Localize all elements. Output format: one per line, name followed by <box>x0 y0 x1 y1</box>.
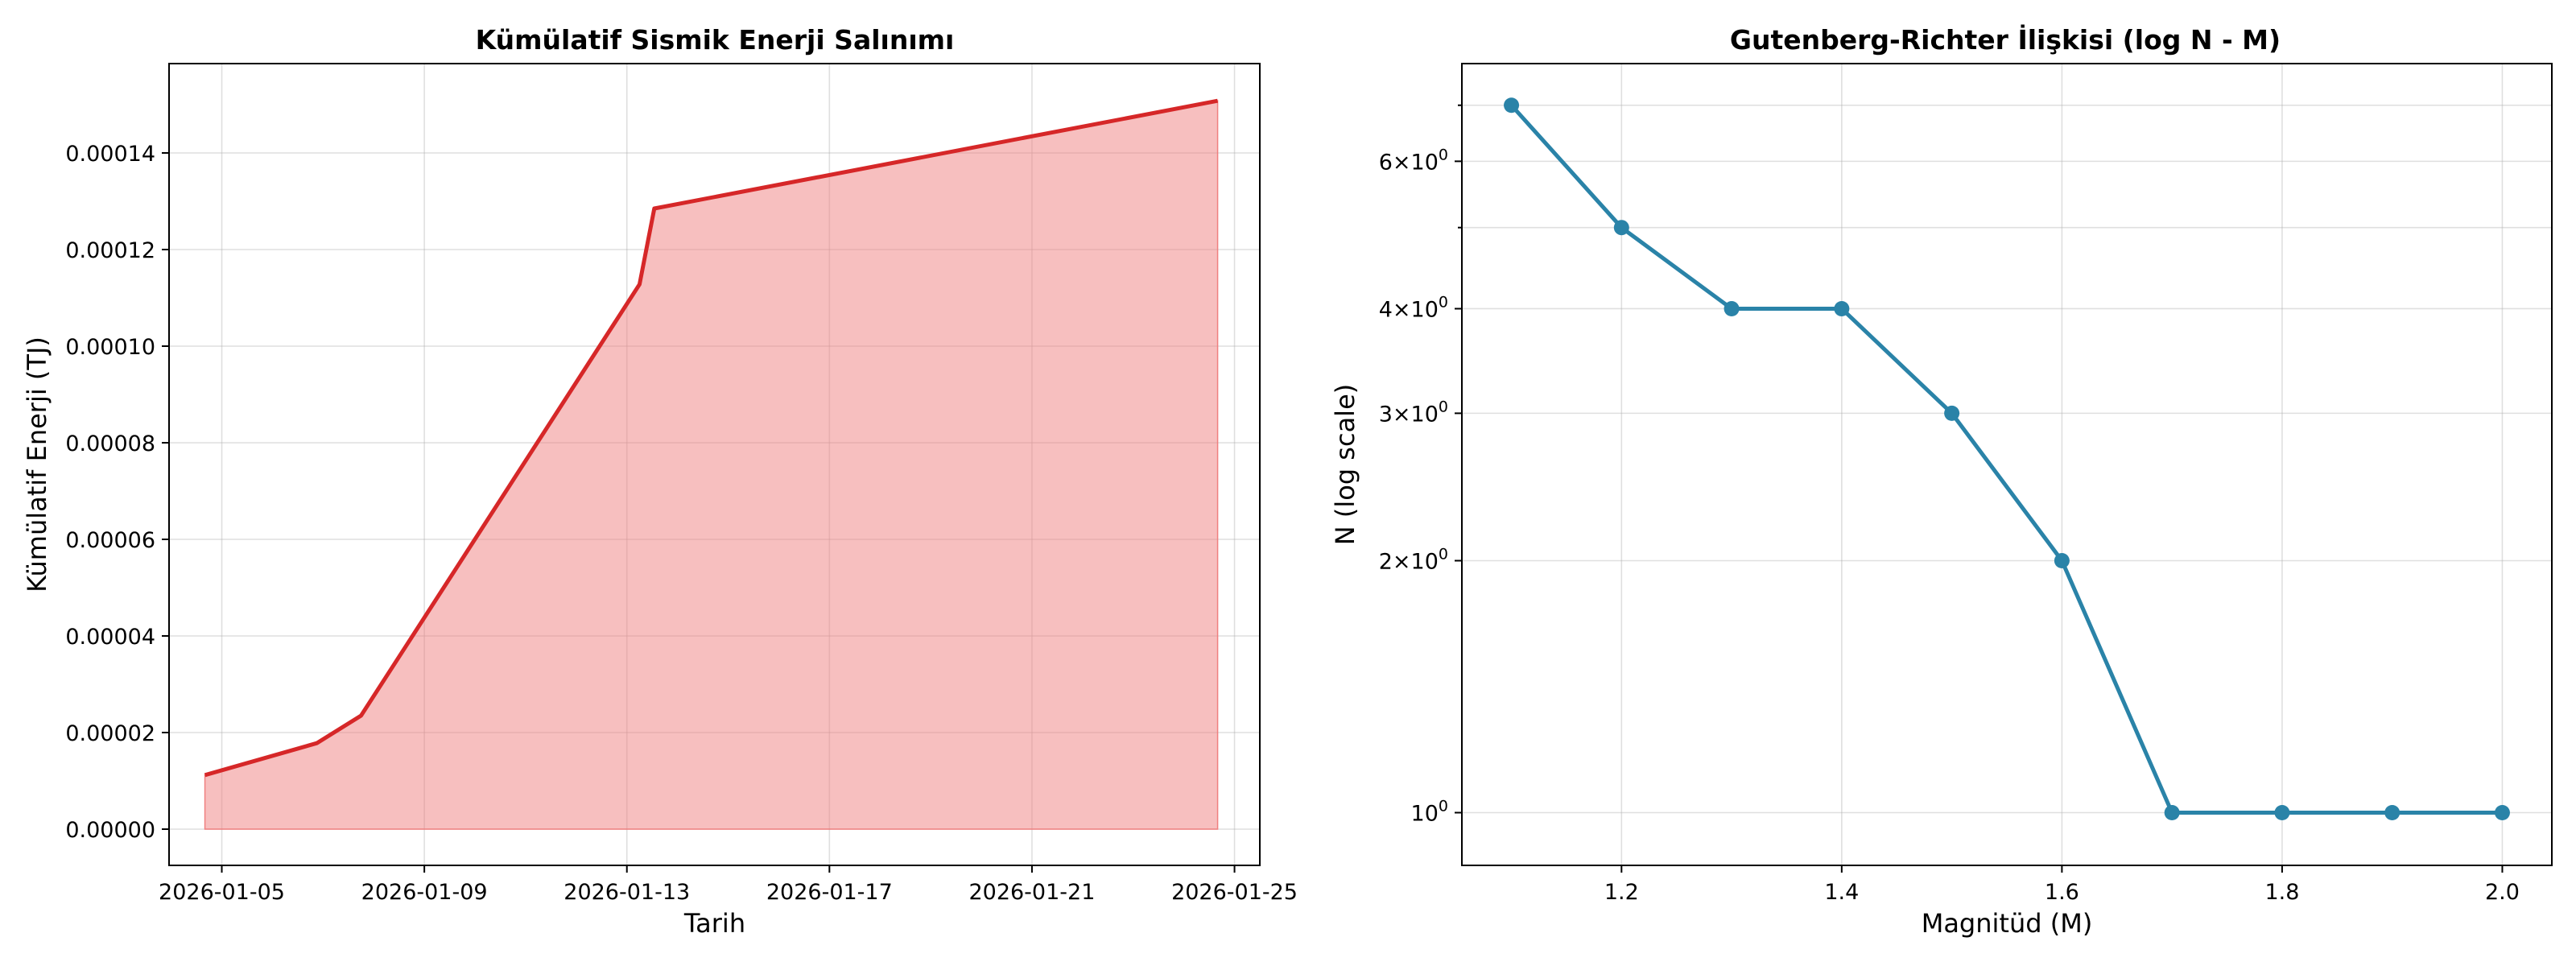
gr-x-tick-label: 1.2 <box>1604 880 1639 905</box>
energy-series-line <box>204 98 1219 778</box>
gr-y-tick-label: 100 <box>1411 798 1448 827</box>
energy-x-tick-label: 2026-01-25 <box>1171 880 1298 905</box>
energy-chart: Kümülatif Sismik Enerji Salınımı 2026-01… <box>22 24 1298 939</box>
gr-x-tick-label: 1.6 <box>2045 880 2079 905</box>
gr-markers <box>1504 97 2510 821</box>
energy-x-ticks: 2026-01-05 2026-01-09 2026-01-13 2026-01-17… <box>159 865 1298 905</box>
gr-x-tick-label: 2.0 <box>2485 880 2520 905</box>
energy-y-tick-label: 0.00004 <box>65 625 155 650</box>
energy-x-tick-label: 2026-01-17 <box>766 880 893 905</box>
gr-line <box>1509 104 2503 815</box>
energy-x-tick-label: 2026-01-21 <box>968 880 1095 905</box>
gr-data-point <box>2274 805 2290 821</box>
gr-data-point <box>1944 405 1960 421</box>
gr-y-tick-label: 3×100 <box>1379 398 1448 427</box>
energy-y-tick-label: 0.00002 <box>65 721 155 746</box>
gr-data-point <box>1834 300 1850 316</box>
gr-y-tick-label: 4×100 <box>1379 293 1448 322</box>
gr-chart-title: Gutenberg-Richter İlişkisi (log N - M) <box>1730 23 2281 56</box>
energy-y-tick-label: 0.00006 <box>65 528 155 553</box>
gr-x-ticks: 1.2 1.4 1.6 1.8 2.0 <box>1604 865 2520 905</box>
energy-line <box>204 98 1219 778</box>
gr-x-axis-label: Magnitüd (M) <box>1922 908 2093 939</box>
gr-grid <box>1462 64 2552 865</box>
gr-data-point <box>2164 805 2180 821</box>
gr-data-point <box>2494 805 2510 821</box>
gr-data-point <box>1724 300 1740 316</box>
gr-data-point <box>2054 552 2070 568</box>
gr-y-ticks: 100 2×100 3×100 4×100 6×100 <box>1379 104 1462 827</box>
energy-x-tick-label: 2026-01-05 <box>159 880 285 905</box>
gr-x-tick-label: 1.4 <box>1824 880 1859 905</box>
energy-y-axis-label: Kümülatif Enerji (TJ) <box>22 336 52 592</box>
energy-y-tick-label: 0.00000 <box>65 818 155 843</box>
gr-y-tick-label: 2×100 <box>1379 545 1448 574</box>
gr-y-tick-label: 6×100 <box>1379 146 1448 175</box>
gutenberg-richter-chart: Gutenberg-Richter İlişkisi (log N - M) 1… <box>1330 23 2553 939</box>
energy-x-tick-label: 2026-01-09 <box>361 880 488 905</box>
energy-y-tick-label: 0.00010 <box>65 335 155 360</box>
energy-y-tick-label: 0.00012 <box>65 238 155 263</box>
gr-data-point <box>1613 220 1629 236</box>
energy-x-axis-label: Tarih <box>683 908 745 939</box>
gr-data-point <box>2384 805 2401 821</box>
gr-series-line <box>1509 104 2503 815</box>
energy-x-tick-label: 2026-01-13 <box>564 880 690 905</box>
gr-data-point <box>1504 97 1520 114</box>
energy-y-tick-label: 0.00008 <box>65 431 155 456</box>
gr-x-tick-label: 1.8 <box>2264 880 2299 905</box>
energy-chart-title: Kümülatif Sismik Enerji Salınımı <box>476 24 955 56</box>
gr-y-axis-label: N (log scale) <box>1330 384 1360 545</box>
gr-plot-frame <box>1461 63 2553 866</box>
energy-plot-frame <box>168 63 1261 866</box>
energy-y-ticks: 0.00000 0.00002 0.00004 0.00006 0.00008 0.000… <box>65 142 169 843</box>
energy-y-tick-label: 0.00014 <box>65 142 155 167</box>
